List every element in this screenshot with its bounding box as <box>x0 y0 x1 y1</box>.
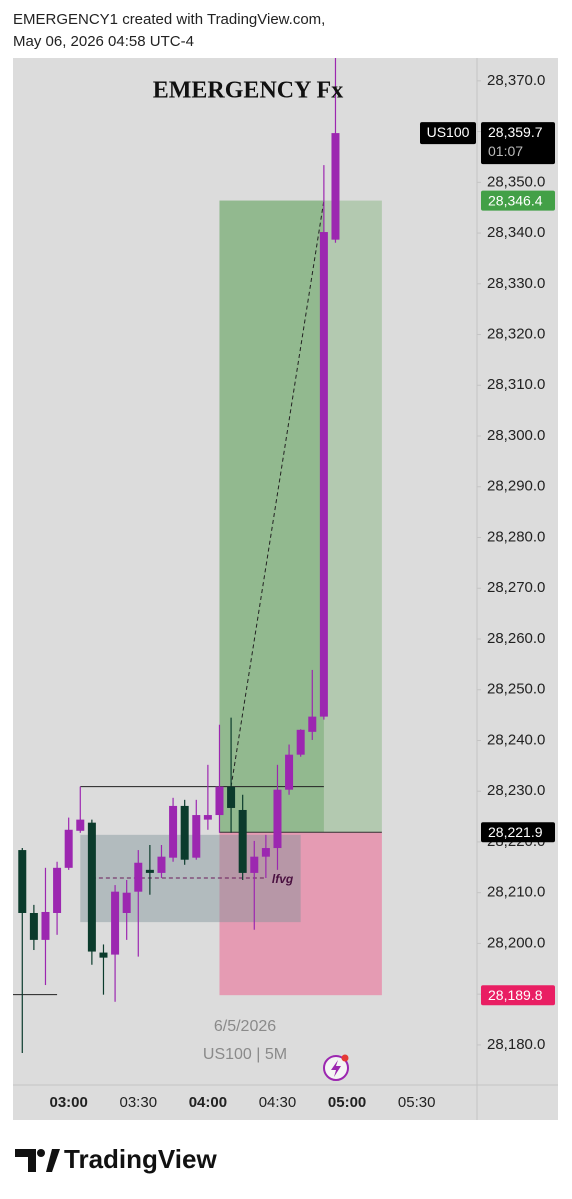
candle-body <box>41 911 50 940</box>
x-tick-label: 03:00 <box>49 1094 87 1111</box>
entry-tag-label: 28,221.9 <box>488 824 543 840</box>
y-tick-label: 28,180.0 <box>487 1036 545 1053</box>
y-tick-label: 28,290.0 <box>487 478 545 495</box>
header-line: May 06, 2026 04:58 UTC-4 <box>13 33 194 50</box>
candle-body <box>64 829 73 868</box>
candle-body <box>285 754 294 790</box>
x-tick-label: 05:30 <box>398 1094 436 1111</box>
last-price-tag <box>481 122 555 165</box>
y-tick-label: 28,300.0 <box>487 427 545 444</box>
candle-body <box>53 867 62 913</box>
fvg-label: lfvg <box>272 872 294 886</box>
candle-body <box>308 716 317 732</box>
symbol-label: US100 <box>427 124 470 140</box>
stop-tag <box>481 985 555 1006</box>
logo-mark <box>15 1149 36 1172</box>
y-tick-label: 28,230.0 <box>487 782 545 799</box>
candle-body <box>99 952 108 958</box>
candle-body <box>134 862 143 892</box>
candle-body <box>180 805 189 860</box>
candle-body <box>169 805 178 858</box>
x-tick-label: 03:30 <box>120 1094 158 1111</box>
candle-body <box>331 133 340 240</box>
y-tick-label: 28,280.0 <box>487 528 545 545</box>
y-tick-label: 28,310.0 <box>487 376 545 393</box>
y-tick-label: 28,320.0 <box>487 326 545 343</box>
candle-body <box>87 822 96 952</box>
candle-body <box>261 848 270 857</box>
candle-body <box>29 912 38 940</box>
countdown-label: 01:07 <box>488 143 523 159</box>
logo-mark <box>37 1149 45 1157</box>
candle-body <box>215 786 224 816</box>
entry-tag <box>481 822 555 843</box>
alert-dot <box>341 1054 349 1062</box>
logo-mark <box>46 1149 60 1172</box>
watermark-date: 6/5/2026 <box>214 1018 276 1035</box>
profit-zone-active <box>219 200 324 833</box>
target-tag-label: 28,346.4 <box>488 192 543 208</box>
y-tick-label: 28,200.0 <box>487 934 545 951</box>
y-tick-label: 28,240.0 <box>487 731 545 748</box>
drawn-line <box>230 200 325 787</box>
x-tick-label: 05:00 <box>328 1094 366 1111</box>
candle-body <box>192 815 201 858</box>
candle-body <box>111 891 120 955</box>
candle-body <box>203 815 212 820</box>
candle-body <box>227 786 236 808</box>
y-tick-label: 28,370.0 <box>487 72 545 89</box>
header-line: EMERGENCY1 created with TradingView.com, <box>13 11 325 28</box>
x-tick-label: 04:00 <box>189 1094 227 1111</box>
last-price-label: 28,359.7 <box>488 124 543 140</box>
candle-body <box>296 729 305 755</box>
overlay: 28,180.028,190.028,200.028,210.028,220.0… <box>49 72 555 1111</box>
stop-tag-label: 28,189.8 <box>488 987 543 1003</box>
watermark-symbol: US100 | 5M <box>203 1046 287 1063</box>
candle-body <box>238 809 247 873</box>
y-tick-label: 28,210.0 <box>487 884 545 901</box>
candle-body <box>76 819 85 831</box>
candle-body <box>319 232 328 717</box>
y-tick-label: 28,340.0 <box>487 224 545 241</box>
candle-body <box>122 892 131 913</box>
y-tick-label: 28,330.0 <box>487 275 545 292</box>
candle-body <box>145 869 154 873</box>
candle-body <box>250 856 259 873</box>
x-tick-label: 04:30 <box>259 1094 297 1111</box>
alert-bolt <box>331 1060 341 1077</box>
y-tick-label: 28,270.0 <box>487 579 545 596</box>
candle-body <box>18 850 27 913</box>
y-tick-label: 28,350.0 <box>487 173 545 190</box>
logo-text: TradingView <box>64 1144 217 1174</box>
candle-body <box>273 789 282 849</box>
chart-title: EMERGENCY Fx <box>153 78 343 104</box>
plot: lfvg <box>13 58 382 1054</box>
target-tag <box>481 190 555 211</box>
y-tick-label: 28,250.0 <box>487 681 545 698</box>
candle-body <box>157 856 166 873</box>
symbol-tag <box>420 122 476 145</box>
y-tick-label: 28,260.0 <box>487 630 545 647</box>
